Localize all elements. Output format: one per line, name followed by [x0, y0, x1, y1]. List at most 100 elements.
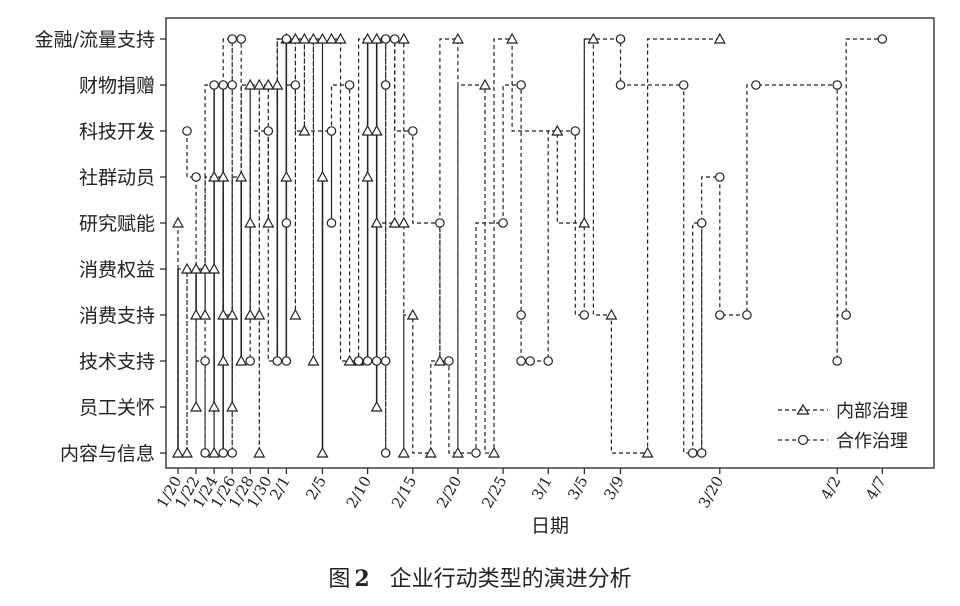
circle-marker — [525, 356, 535, 366]
triangle-marker — [280, 170, 293, 182]
y-tick-label: 内容与信息 — [60, 443, 155, 465]
triangle-marker — [605, 308, 618, 320]
circle-marker — [200, 356, 210, 366]
triangle-marker — [370, 400, 383, 412]
circle-marker — [236, 34, 246, 44]
triangle-marker — [487, 446, 501, 458]
circle-marker — [344, 80, 355, 90]
x-tick-label: 2/5 — [302, 473, 330, 503]
circle-marker — [407, 126, 418, 136]
triangle-marker — [478, 78, 492, 90]
y-tick-label: 技术支持 — [79, 351, 155, 373]
circle-marker — [471, 448, 481, 458]
circle-marker — [678, 80, 689, 90]
circle-marker — [227, 34, 237, 44]
caption-number: 2 — [354, 566, 369, 592]
triangle-marker — [587, 32, 600, 44]
circle-marker — [245, 356, 255, 366]
triangle-marker — [361, 32, 374, 44]
triangle-marker — [307, 354, 320, 366]
circle-marker — [380, 34, 391, 44]
circle-marker — [380, 80, 391, 90]
triangle-marker — [253, 308, 266, 320]
triangle-marker — [551, 124, 564, 136]
circle-marker — [498, 218, 508, 228]
circle-marker — [516, 356, 526, 366]
x-tick-label: 2/10 — [343, 473, 375, 511]
circle-marker — [281, 356, 292, 366]
y-tick-label: 员工关怀 — [79, 397, 155, 419]
triangle-marker — [180, 262, 194, 274]
triangle-marker — [307, 32, 320, 44]
circle-marker — [380, 448, 391, 458]
triangle-marker — [199, 262, 212, 274]
triangle-marker — [190, 262, 203, 274]
triangle-marker — [171, 446, 185, 458]
circle-marker — [841, 310, 851, 320]
triangle-marker — [253, 446, 266, 458]
legend-box — [770, 390, 930, 462]
triangle-marker — [406, 308, 419, 320]
plot-frame — [165, 17, 935, 469]
y-tick-label: 科技开发 — [79, 121, 155, 143]
circle-marker — [543, 356, 553, 366]
x-tick-label: 3/20 — [695, 473, 727, 511]
triangle-marker — [226, 400, 239, 412]
triangle-marker — [334, 32, 347, 44]
triangle-marker — [451, 446, 464, 458]
circle-marker — [832, 80, 842, 90]
circle-marker — [290, 80, 301, 90]
triangle-marker — [298, 124, 311, 136]
triangle-marker — [217, 308, 230, 320]
x-tick-label: 2/20 — [433, 473, 465, 511]
triangle-marker — [217, 170, 230, 182]
triangle-marker — [713, 32, 726, 44]
circle-marker — [326, 218, 337, 228]
circle-marker — [227, 80, 237, 90]
y-tick-label: 消费支持 — [79, 305, 155, 327]
circle-marker — [281, 218, 292, 228]
triangle-marker — [578, 216, 591, 228]
circle-marker — [353, 356, 364, 366]
legend-triangle-marker — [796, 403, 810, 415]
x-tick-label: 2/1 — [266, 473, 294, 503]
triangle-marker — [208, 170, 221, 182]
circle-marker — [200, 448, 210, 458]
circle-marker — [742, 310, 752, 320]
triangle-marker — [244, 308, 257, 320]
triangle-marker — [262, 78, 275, 90]
triangle-marker — [506, 32, 519, 44]
triangle-marker — [217, 354, 230, 366]
circle-marker — [272, 356, 283, 366]
triangle-marker — [325, 32, 338, 44]
triangle-marker — [190, 308, 203, 320]
legend-circle-marker — [797, 434, 809, 446]
triangle-marker — [271, 78, 284, 90]
legend: 内部治理 合作治理 — [770, 390, 930, 462]
y-tick-label: 消费权益 — [79, 259, 155, 281]
circle-marker — [444, 356, 454, 366]
circle-marker — [579, 310, 590, 320]
legend-label-internal: 内部治理 — [836, 401, 908, 422]
y-tick-label: 金融/流量支持 — [35, 29, 155, 51]
circle-marker — [380, 356, 391, 366]
triangle-marker — [361, 170, 374, 182]
circle-marker — [362, 356, 373, 366]
circle-marker — [687, 448, 698, 458]
triangle-marker — [235, 170, 248, 182]
x-tick-label: 4/7 — [862, 473, 890, 503]
x-tick-label: 3/5 — [564, 473, 592, 503]
triangle-marker — [397, 446, 410, 458]
triangle-marker — [361, 124, 374, 136]
y-tick-label: 财物捐赠 — [79, 75, 155, 97]
circle-marker — [435, 218, 445, 228]
triangle-marker — [208, 262, 221, 274]
triangle-marker — [190, 400, 203, 412]
triangle-marker — [244, 78, 257, 90]
circle-marker — [751, 80, 761, 90]
triangle-marker — [171, 216, 185, 228]
circle-marker — [326, 126, 337, 136]
triangle-marker — [180, 446, 194, 458]
circle-marker — [570, 126, 581, 136]
